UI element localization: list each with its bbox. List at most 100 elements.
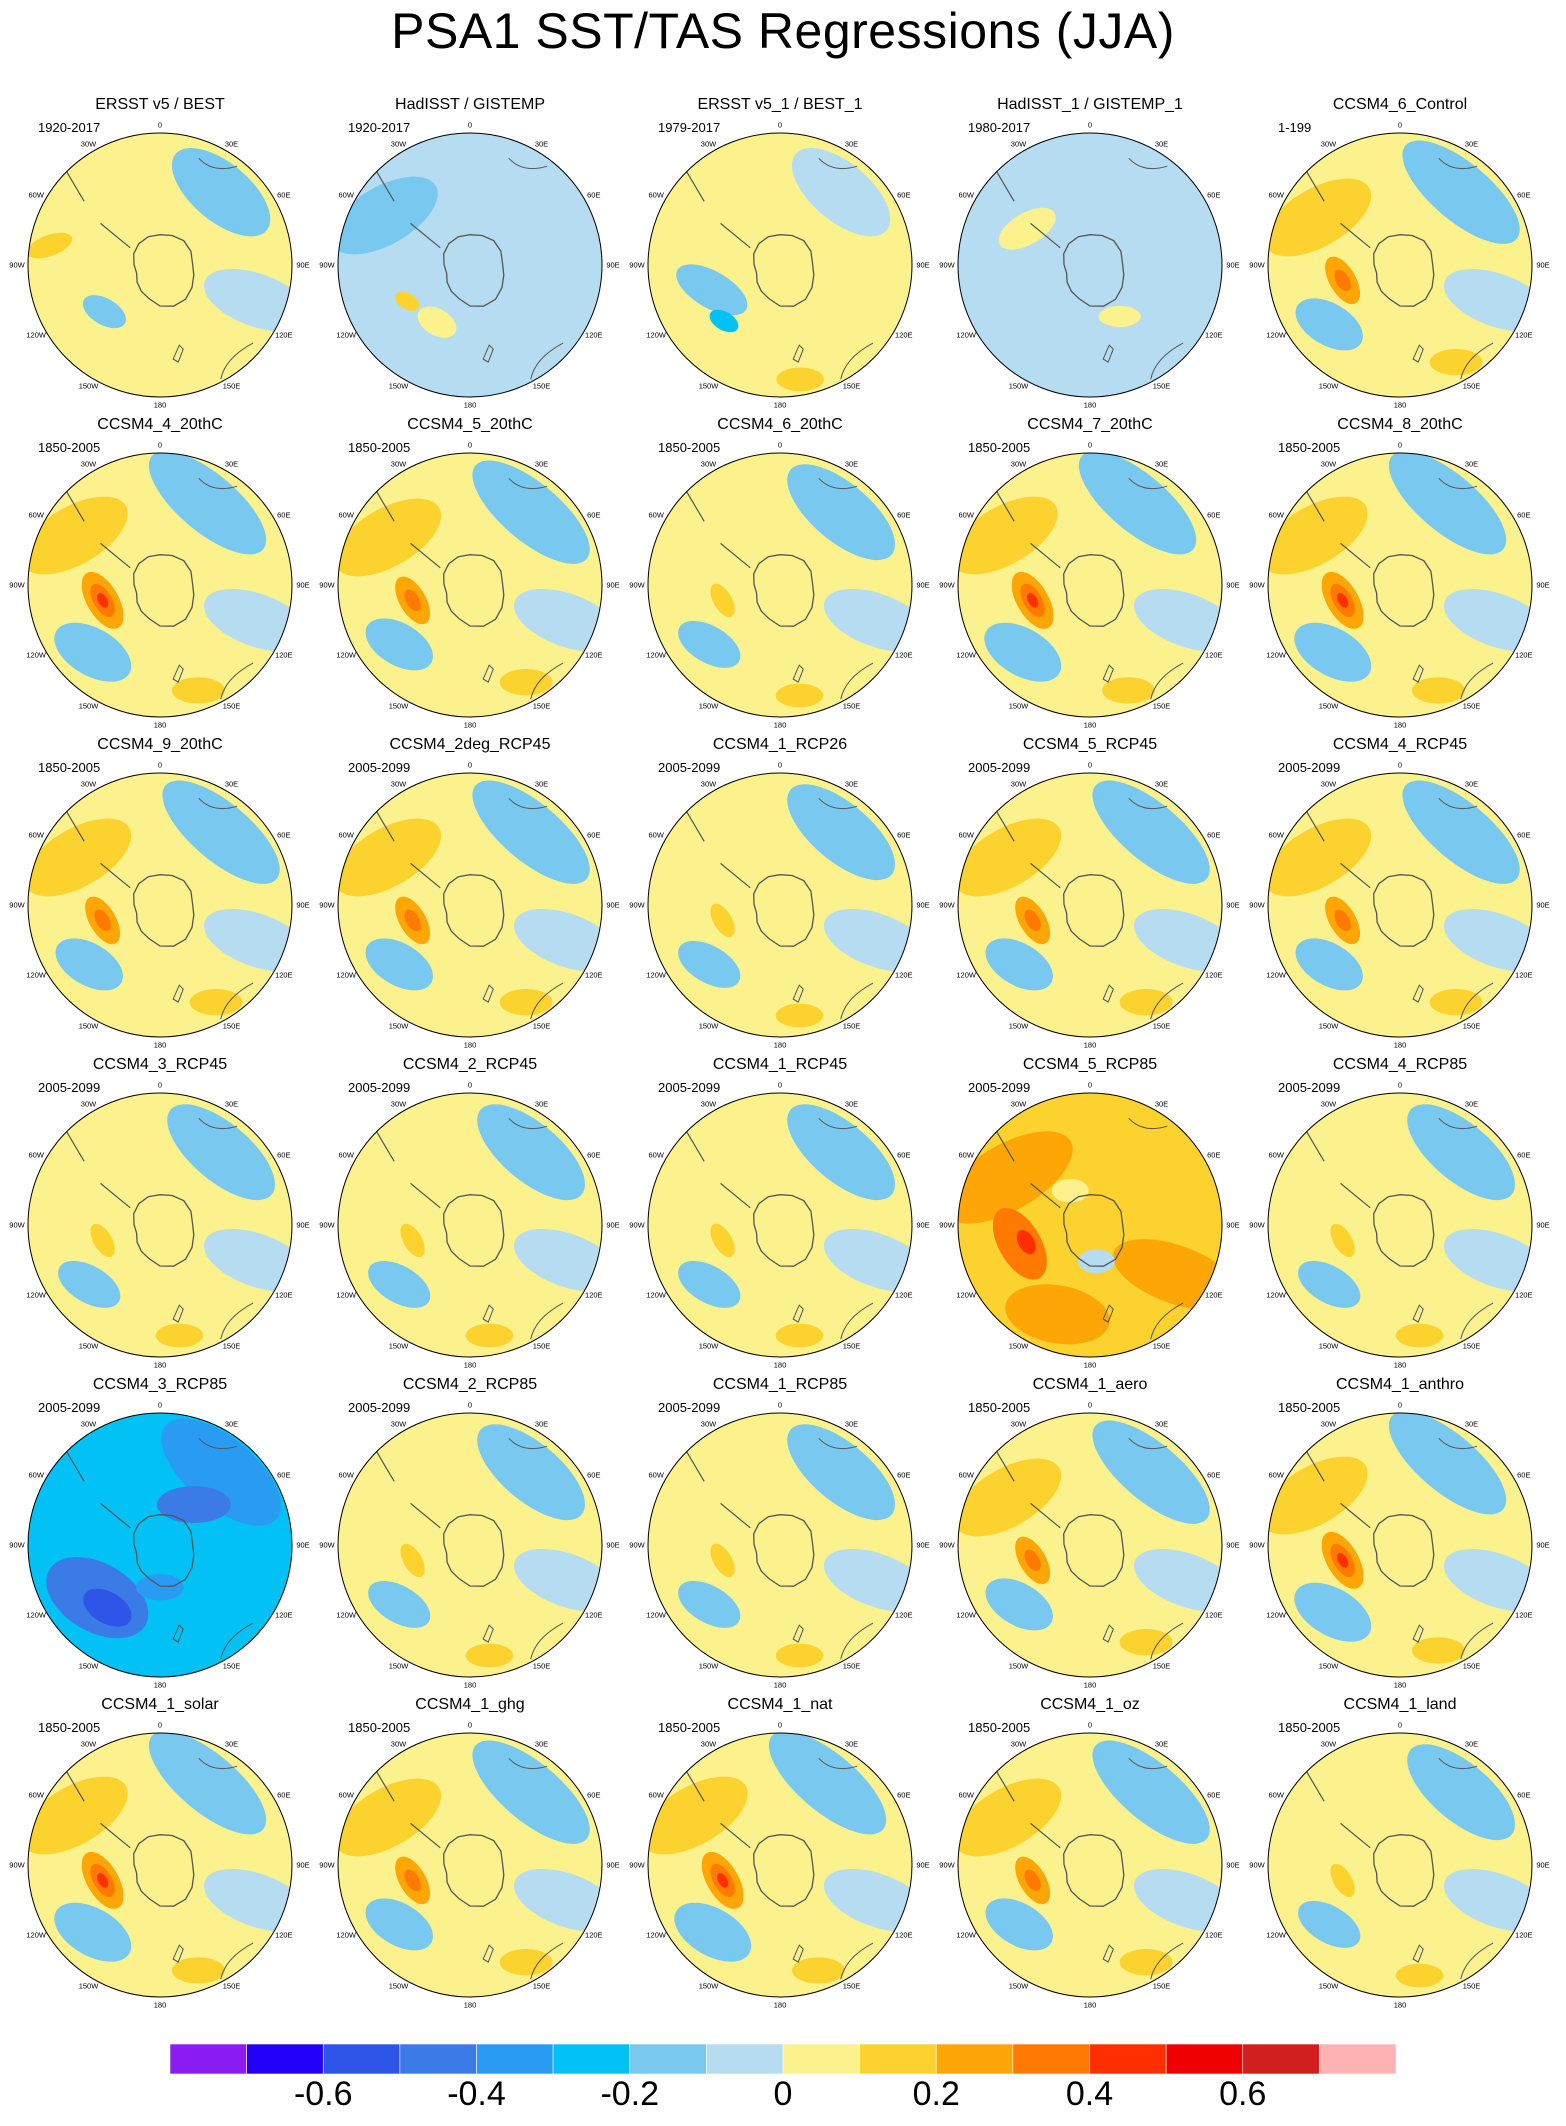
- longitude-label: 150W: [79, 1022, 100, 1031]
- anomaly-blob: [650, 1462, 746, 1533]
- anomaly-blob: [1119, 1628, 1173, 1656]
- longitude-label: 90W: [319, 1541, 335, 1550]
- longitude-label: 30E: [535, 139, 548, 148]
- longitude-label: 0: [1398, 1081, 1402, 1090]
- longitude-label: 0: [778, 1081, 782, 1090]
- longitude-label: 0: [158, 761, 162, 770]
- antarctica-outline: [1373, 1194, 1435, 1267]
- coastline: [686, 811, 751, 889]
- longitude-label: 30E: [1465, 779, 1478, 788]
- anomaly-blob: [791, 148, 891, 237]
- longitude-label: 90E: [916, 1861, 929, 1870]
- longitude-label: 120E: [895, 331, 913, 340]
- longitude-label: 180: [774, 1041, 787, 1050]
- anomaly-blob: [819, 323, 860, 349]
- longitude-label: 60E: [1207, 191, 1220, 200]
- longitude-label: 0: [1088, 1721, 1092, 1730]
- longitude-label: 90E: [1536, 1861, 1549, 1870]
- panel-title: CCSM4_3_RCP45: [92, 1056, 228, 1073]
- anomaly-blob: [958, 1458, 1062, 1537]
- anomaly-blob: [161, 1418, 281, 1526]
- polar-map: 0 30E 60E 90E 120E 150E 180 150W 120W 90W 60W 30W: [319, 1721, 619, 2010]
- longitude-label: 120E: [1205, 331, 1223, 340]
- longitude-label: 0: [468, 121, 472, 130]
- longitude-label: 120W: [26, 1931, 47, 1940]
- map-panel: CCSM4_1_anthro 0 30E 60E 90E 120E 150E 180 150W 1…: [1249, 1375, 1550, 1695]
- longitude-label: 90E: [296, 1541, 309, 1550]
- longitude-label: 180: [1394, 721, 1407, 730]
- polar-map: 0 30E 60E 90E 120E 150E 180 150W 120W 90W 60W 30W: [1249, 1401, 1549, 1690]
- anomaly-blob: [30, 1142, 126, 1213]
- anomaly-blob: [650, 822, 746, 893]
- coastline: [840, 982, 874, 1020]
- panel-period: 2005-2099: [1278, 760, 1341, 775]
- anomaly-blob: [678, 940, 741, 988]
- anomaly-blob: [28, 176, 128, 255]
- coastline: [792, 1304, 804, 1323]
- longitude-label: 90W: [1249, 1541, 1265, 1550]
- longitude-label: 150W: [79, 1982, 100, 1991]
- longitude-label: 60W: [338, 1791, 354, 1800]
- antarctica-outline: [133, 874, 195, 947]
- panel-title: CCSM4_5_RCP85: [1022, 1056, 1158, 1073]
- longitude-label: 90W: [9, 901, 25, 910]
- longitude-label: 30E: [225, 1099, 238, 1108]
- longitude-label: 60E: [277, 1151, 290, 1160]
- longitude-label: 90W: [939, 581, 955, 590]
- longitude-label: 0: [468, 1721, 472, 1730]
- panel-title: CCSM4_1_RCP45: [712, 1056, 848, 1073]
- longitude-label: 60E: [1517, 1791, 1530, 1800]
- longitude-label: 30E: [1155, 779, 1168, 788]
- anomaly-blob: [1005, 1284, 1110, 1345]
- anomaly-blob: [340, 1462, 436, 1533]
- longitude-label: 60E: [1207, 831, 1220, 840]
- longitude-label: 30E: [225, 459, 238, 468]
- map-border: [957, 1092, 1223, 1358]
- antarctica-outline: [1063, 1834, 1125, 1907]
- coastline: [198, 477, 238, 490]
- anomaly-blob: [775, 1323, 824, 1348]
- anomaly-blob: [775, 1643, 824, 1668]
- panel-title: ERSST v5_1 / BEST_1: [697, 96, 863, 113]
- longitude-label: 0: [778, 441, 782, 450]
- anomaly-blob: [499, 668, 553, 696]
- panel-period: 2005-2099: [968, 760, 1031, 775]
- anomaly-blob: [1024, 909, 1041, 932]
- longitude-label: 120E: [275, 331, 293, 340]
- longitude-label: 150W: [1009, 1982, 1030, 1991]
- anomaly-blob: [710, 1223, 735, 1258]
- coastline: [818, 1757, 858, 1770]
- anomaly-blob: [776, 367, 824, 392]
- longitude-label: 150W: [79, 382, 100, 391]
- coastline: [840, 342, 874, 380]
- polar-map: 0 30E 60E 90E 120E 150E 180 150W 120W 90W 60W 30W: [1249, 441, 1549, 730]
- longitude-label: 120W: [336, 971, 357, 980]
- panel-period: 1850-2005: [348, 440, 411, 455]
- longitude-label: 120W: [336, 331, 357, 340]
- longitude-label: 30W: [1011, 459, 1027, 468]
- coastline: [376, 491, 441, 569]
- anomaly-blob: [1098, 305, 1141, 328]
- coastline: [172, 1944, 184, 1963]
- longitude-label: 60E: [1207, 1151, 1220, 1160]
- coastline: [1460, 1942, 1494, 1980]
- longitude-label: 180: [1084, 1361, 1097, 1370]
- longitude-label: 120E: [585, 1931, 603, 1940]
- coastline: [376, 1771, 441, 1849]
- coastline: [482, 984, 494, 1003]
- coastline: [1128, 157, 1168, 170]
- longitude-label: 60E: [1517, 1151, 1530, 1160]
- antarctica-outline: [1373, 1834, 1435, 1907]
- longitude-label: 30E: [845, 1099, 858, 1108]
- map-panel: CCSM4_9_20thC 0 30E 60E 90E 120E 150E 180 150W 12…: [9, 735, 310, 1055]
- anomaly-blob: [1051, 1178, 1089, 1203]
- polar-map: 0 30E 60E 90E 120E 150E 180 150W 120W 90W 60W 30W: [939, 1401, 1239, 1690]
- longitude-label: 150W: [1319, 1342, 1340, 1351]
- coastline: [508, 477, 548, 490]
- polar-map: 0 30E 60E 90E 120E 150E 180 150W 120W 90W 60W 30W: [939, 761, 1239, 1050]
- longitude-label: 90E: [1536, 581, 1549, 590]
- coastline: [1306, 491, 1371, 569]
- map-panel: CCSM4_1_RCP26 0 30E 60E 90E 120E 150E 180 150W 12…: [629, 735, 930, 1055]
- longitude-label: 0: [468, 1081, 472, 1090]
- longitude-label: 60E: [1517, 511, 1530, 520]
